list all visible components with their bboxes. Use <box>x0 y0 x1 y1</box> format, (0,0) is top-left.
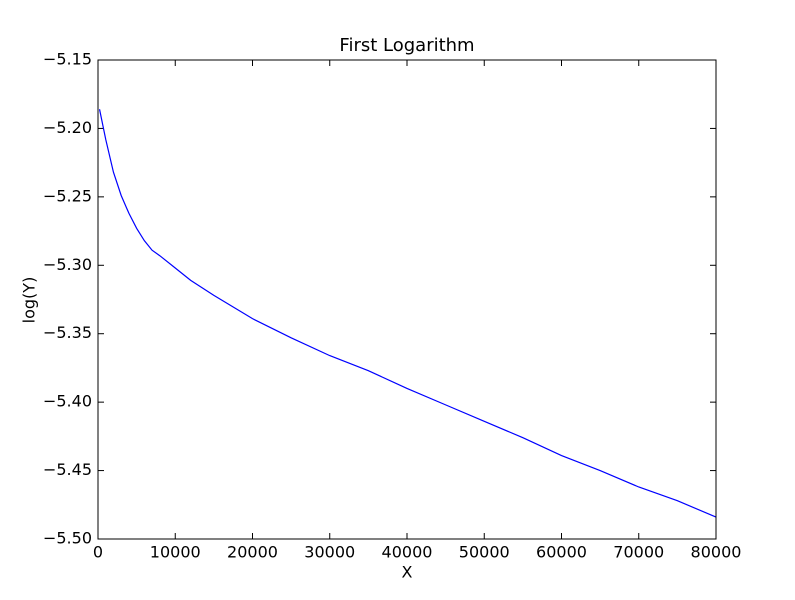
x-tick-label: 0 <box>93 543 103 562</box>
y-tick-label: −5.40 <box>43 392 92 411</box>
x-tick-label: 50000 <box>459 543 510 562</box>
y-tick-label: −5.30 <box>43 255 92 274</box>
y-tick-label: −5.15 <box>43 50 92 69</box>
chart-title: First Logarithm <box>339 35 474 56</box>
x-axis-label: X <box>402 563 413 582</box>
y-tick-label: −5.35 <box>43 323 92 342</box>
y-tick-label: −5.45 <box>43 460 92 479</box>
y-tick-label: −5.20 <box>43 118 92 137</box>
y-tick-label: −5.50 <box>43 529 92 548</box>
x-tick-label: 10000 <box>150 543 201 562</box>
y-axis-label: log(Y) <box>20 277 39 324</box>
y-tick-label: −5.25 <box>43 186 92 205</box>
x-tick-label: 20000 <box>227 543 278 562</box>
x-tick-label: 70000 <box>613 543 664 562</box>
plot-frame <box>97 59 717 540</box>
data-line <box>98 109 717 518</box>
x-tick-label: 30000 <box>304 543 355 562</box>
x-tick-label: 40000 <box>382 543 433 562</box>
x-tick-label: 60000 <box>536 543 587 562</box>
x-tick-label: 80000 <box>691 543 742 562</box>
